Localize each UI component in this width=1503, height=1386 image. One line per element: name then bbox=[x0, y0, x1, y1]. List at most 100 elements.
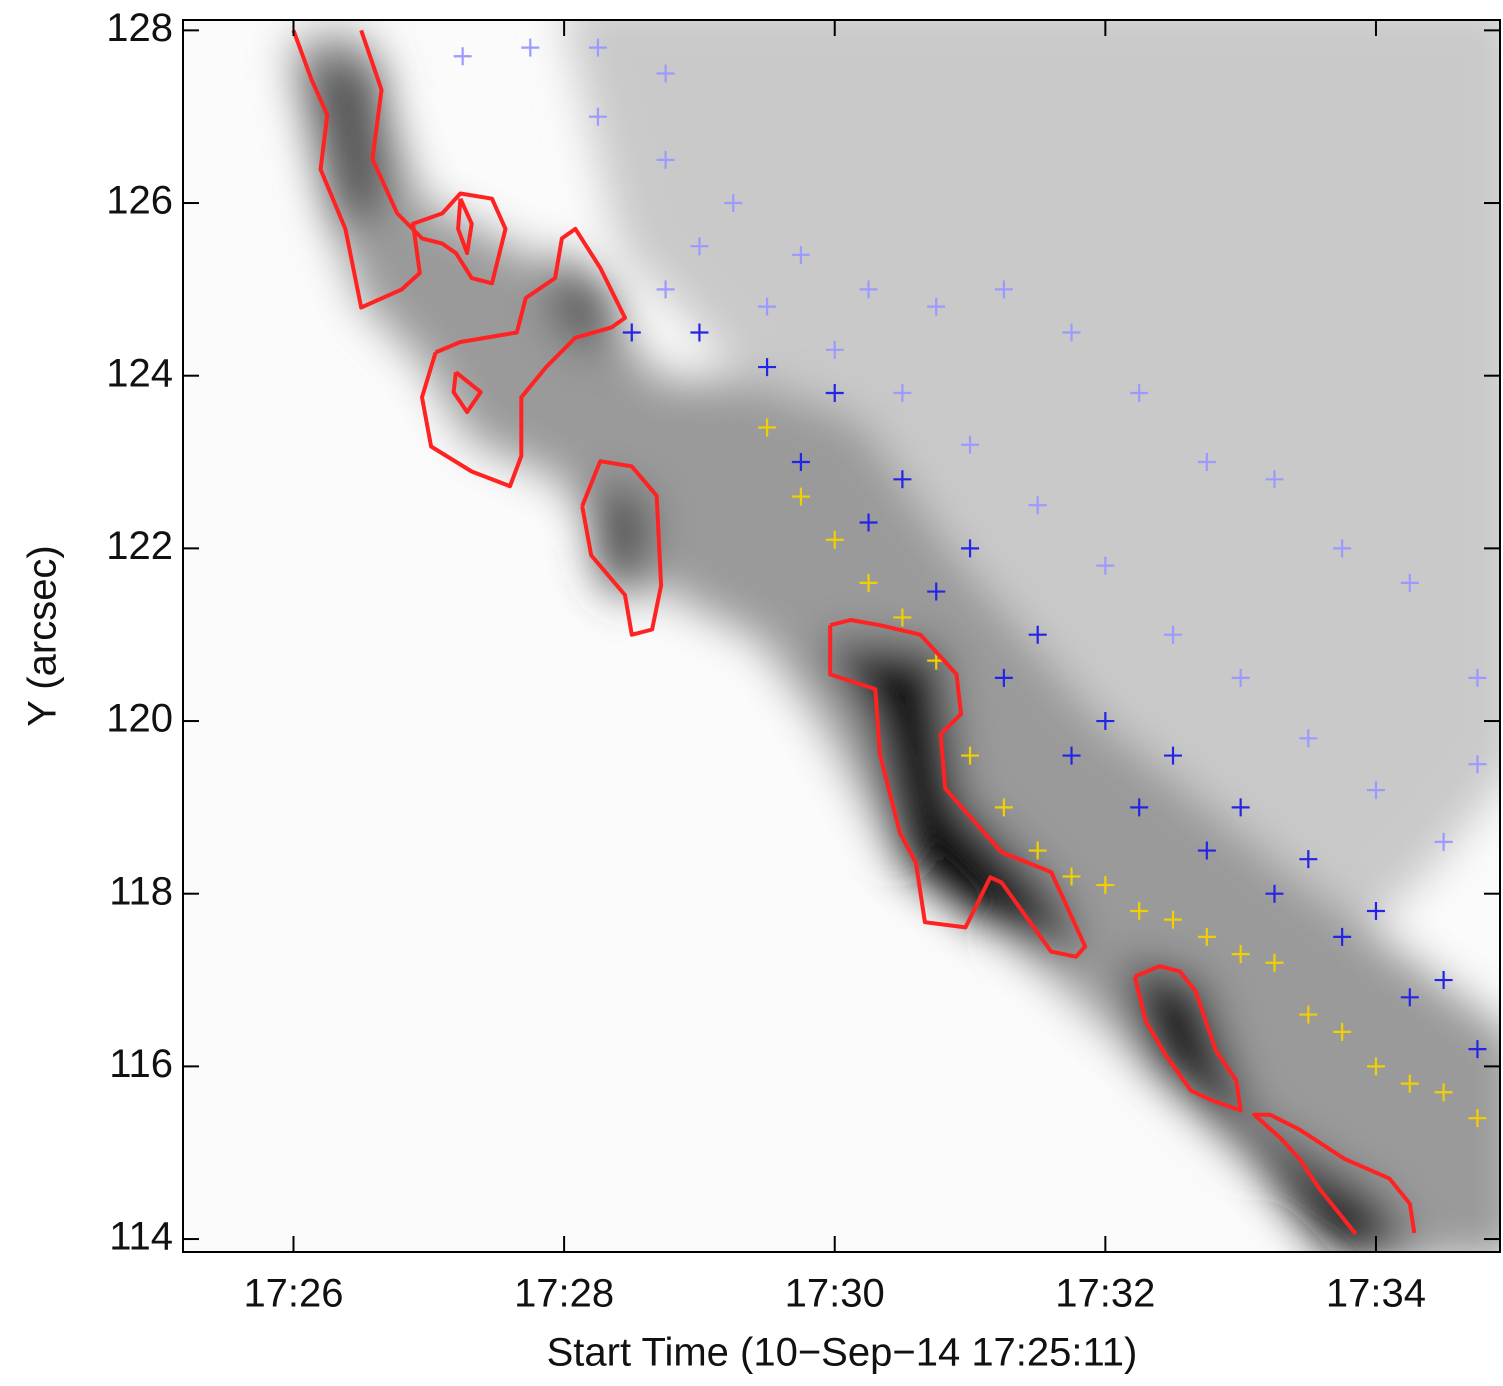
cross-marker bbox=[1197, 927, 1216, 946]
cross-marker bbox=[1062, 746, 1081, 765]
cross-marker bbox=[825, 530, 844, 549]
cross-marker bbox=[1468, 1040, 1487, 1059]
cross-marker bbox=[1366, 781, 1385, 800]
cross-marker bbox=[994, 280, 1013, 299]
cross-marker bbox=[1468, 668, 1487, 687]
y-tick-label: 114 bbox=[109, 1215, 173, 1259]
contour-line bbox=[451, 370, 483, 414]
cross-marker bbox=[893, 383, 912, 402]
axes: 114 116 118 120 122 124 126 128 17:26 17:28 17:30 1… bbox=[106, 6, 1500, 1316]
y-tick-label: 128 bbox=[106, 6, 173, 50]
cross-marker bbox=[1164, 746, 1183, 765]
cross-marker bbox=[927, 297, 946, 316]
cross-marker bbox=[690, 323, 709, 342]
cross-marker bbox=[1333, 927, 1352, 946]
x-tick-label: 17:26 bbox=[243, 1272, 343, 1316]
plot-frame bbox=[182, 19, 1501, 1253]
cross-marker bbox=[1164, 910, 1183, 929]
y-axis-label: Y (arcsec) bbox=[21, 545, 65, 727]
shade bbox=[820, 640, 1080, 960]
cross-marker bbox=[1197, 453, 1216, 472]
cross-marker bbox=[893, 608, 912, 627]
cross-marker bbox=[1197, 841, 1216, 860]
contour-line bbox=[580, 459, 664, 637]
cross-marker bbox=[1400, 988, 1419, 1007]
cross-marker bbox=[825, 340, 844, 359]
cross-marker bbox=[1299, 729, 1318, 748]
cross-marker bbox=[622, 323, 641, 342]
x-axis-label: Start Time (10−Sep−14 17:25:11) bbox=[547, 1331, 1138, 1375]
cross-marker bbox=[1130, 798, 1149, 817]
contour-line bbox=[1132, 964, 1243, 1113]
cross-marker bbox=[1468, 1109, 1487, 1128]
intensity-map bbox=[183, 20, 1500, 1252]
cross-marker bbox=[1231, 798, 1250, 817]
x-tick-label: 17:32 bbox=[1055, 1272, 1155, 1316]
y-tick-label: 124 bbox=[106, 351, 173, 395]
contour-line bbox=[420, 226, 627, 489]
cross-marker bbox=[1164, 625, 1183, 644]
cross-marker bbox=[758, 418, 777, 437]
cross-marker bbox=[1130, 383, 1149, 402]
cross-marker bbox=[1333, 539, 1352, 558]
cross-marker bbox=[690, 237, 709, 256]
cross-marker bbox=[961, 746, 980, 765]
cross-marker bbox=[453, 47, 472, 66]
contour-line bbox=[456, 197, 474, 256]
cross-marker bbox=[961, 539, 980, 558]
cross-marker bbox=[1265, 884, 1284, 903]
cross-marker bbox=[1028, 841, 1047, 860]
cross-marker bbox=[1333, 1022, 1352, 1041]
shade bbox=[550, 250, 620, 360]
cross-marker bbox=[1265, 470, 1284, 489]
cross-marker bbox=[1434, 832, 1453, 851]
cross-marker bbox=[1366, 1057, 1385, 1076]
cross-marker bbox=[1062, 323, 1081, 342]
cross-marker bbox=[1366, 901, 1385, 920]
cross-marker bbox=[656, 64, 675, 83]
y-tick-label: 120 bbox=[106, 697, 173, 741]
cross-marker bbox=[927, 582, 946, 601]
cross-marker bbox=[1468, 755, 1487, 774]
cross-marker bbox=[656, 280, 675, 299]
contour-line bbox=[828, 618, 1088, 959]
cross-marker bbox=[893, 470, 912, 489]
cross-marker bbox=[791, 245, 810, 264]
cross-marker bbox=[1400, 573, 1419, 592]
cross-marker bbox=[521, 38, 540, 57]
map-shading bbox=[290, 20, 1500, 1252]
cross-marker bbox=[1434, 1083, 1453, 1102]
cross-marker bbox=[1231, 945, 1250, 964]
cross-marker bbox=[791, 453, 810, 472]
contour-line bbox=[291, 29, 508, 310]
y-tick-label: 122 bbox=[106, 524, 173, 568]
y-tick-label: 118 bbox=[109, 869, 173, 913]
cross-marker bbox=[1231, 668, 1250, 687]
cross-marker bbox=[961, 435, 980, 454]
cross-marker bbox=[758, 358, 777, 377]
cross-marker bbox=[1400, 1074, 1419, 1093]
cross-marker bbox=[1096, 712, 1115, 731]
cross-marker bbox=[1096, 556, 1115, 575]
cross-marker bbox=[994, 668, 1013, 687]
cross-marker bbox=[1434, 971, 1453, 990]
x-tick-label: 17:34 bbox=[1326, 1272, 1426, 1316]
cross-marker bbox=[859, 280, 878, 299]
cross-marker bbox=[1299, 850, 1318, 869]
cross-marker bbox=[588, 38, 607, 57]
cross-marker bbox=[825, 383, 844, 402]
marks bbox=[291, 29, 1487, 1236]
contour-line bbox=[1252, 1112, 1417, 1236]
cross-marker bbox=[1096, 876, 1115, 895]
cross-marker bbox=[1299, 1005, 1318, 1024]
x-tick-label: 17:30 bbox=[785, 1272, 885, 1316]
cross-marker bbox=[791, 487, 810, 506]
cross-marker bbox=[724, 194, 743, 213]
cross-marker bbox=[1028, 496, 1047, 515]
cross-marker bbox=[1265, 953, 1284, 972]
y-tick-label: 126 bbox=[106, 179, 173, 223]
x-tick-label: 17:28 bbox=[514, 1272, 614, 1316]
cross-marker bbox=[758, 297, 777, 316]
shade bbox=[1120, 960, 1415, 1252]
